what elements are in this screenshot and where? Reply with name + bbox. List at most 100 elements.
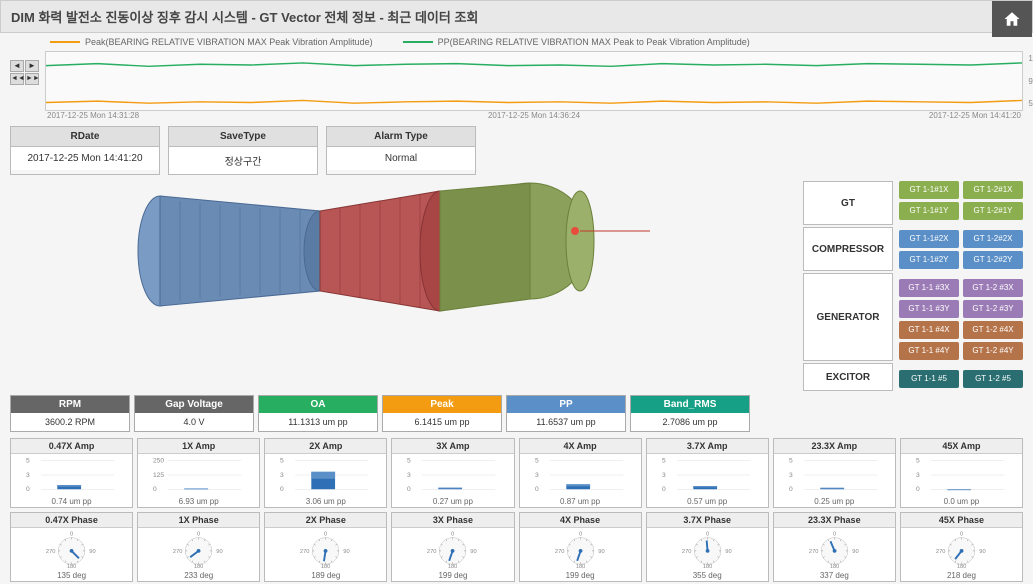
phase-chart-body: 090180270 — [138, 528, 259, 570]
amp-chart-body: 530 — [647, 454, 768, 496]
right-panel: GT COMPRESSOR GENERATOR EXCITOR GT 1-1#1… — [803, 181, 1023, 391]
sensor-button[interactable]: GT 1-1#2X — [899, 230, 959, 248]
svg-text:90: 90 — [979, 549, 985, 555]
svg-text:3: 3 — [407, 472, 411, 479]
svg-text:180: 180 — [321, 564, 331, 568]
metric-header: RPM — [11, 396, 129, 413]
svg-text:0: 0 — [407, 486, 411, 493]
phase-chart-header: 2X Phase — [265, 513, 386, 528]
phase-chart-value: 199 deg — [392, 570, 513, 581]
sensor-button[interactable]: GT 1-1#1X — [899, 181, 959, 199]
svg-text:90: 90 — [471, 549, 477, 555]
amp-chart-header: 23.3X Amp — [774, 439, 895, 454]
nav-buttons: ◄ ► ◄◄ ►► — [10, 60, 39, 85]
phase-chart-value: 218 deg — [901, 570, 1022, 581]
sensor-button[interactable]: GT 1-2#1X — [963, 181, 1023, 199]
amp-charts-row: 0.47X Amp5300.74 um pp1X Amp25012506.93 … — [0, 436, 1033, 510]
amp-chart-body: 530 — [901, 454, 1022, 496]
amp-chart-header: 0.47X Amp — [11, 439, 132, 454]
sensor-button[interactable]: GT 1-2#2Y — [963, 251, 1023, 269]
sensor-button[interactable]: GT 1-1 #4X — [899, 321, 959, 339]
svg-text:5: 5 — [662, 458, 666, 465]
svg-text:0: 0 — [451, 532, 454, 538]
sensor-row: GT 1-1 #3XGT 1-2 #3X — [899, 279, 1023, 297]
category-gt[interactable]: GT — [803, 181, 893, 225]
phase-chart-value: 189 deg — [265, 570, 386, 581]
sensor-row: GT 1-1#1YGT 1-2#1Y — [899, 202, 1023, 220]
sensor-row: GT 1-1 #4XGT 1-2 #4X — [899, 321, 1023, 339]
sensor-button[interactable]: GT 1-1#2Y — [899, 251, 959, 269]
sensor-button[interactable]: GT 1-1 #3Y — [899, 300, 959, 318]
phase-chart: 3.7X Phase090180270355 deg — [646, 512, 769, 582]
sensor-button[interactable]: GT 1-1 #3X — [899, 279, 959, 297]
svg-text:0: 0 — [833, 532, 836, 538]
metric-value: 4.0 V — [135, 413, 253, 431]
svg-text:180: 180 — [448, 564, 458, 568]
header: DIM 화력 발전소 진동이상 징후 감시 시스템 - GT Vector 전체… — [0, 0, 1033, 33]
phase-chart: 3X Phase090180270199 deg — [391, 512, 514, 582]
amp-chart-header: 1X Amp — [138, 439, 259, 454]
metric-box: OA11.1313 um pp — [258, 395, 378, 432]
legend-peak-label: Peak(BEARING RELATIVE VIBRATION MAX Peak… — [85, 37, 373, 47]
svg-text:3: 3 — [534, 472, 538, 479]
home-icon — [1003, 10, 1021, 28]
sensor-button[interactable]: GT 1-2 #3X — [963, 279, 1023, 297]
amp-chart-value: 3.06 um pp — [265, 496, 386, 507]
legend-pp: PP(BEARING RELATIVE VIBRATION MAX Peak t… — [403, 37, 750, 47]
amp-chart-body: 2501250 — [138, 454, 259, 496]
phase-charts-row: 0.47X Phase090180270135 deg1X Phase09018… — [0, 510, 1033, 584]
phase-chart: 23.3X Phase090180270337 deg — [773, 512, 896, 582]
sensor-button[interactable]: GT 1-1#1Y — [899, 202, 959, 220]
svg-text:5: 5 — [789, 458, 793, 465]
nav-last-button[interactable]: ►► — [25, 73, 39, 85]
amp-chart-body: 530 — [11, 454, 132, 496]
phase-chart-header: 3X Phase — [392, 513, 513, 528]
nav-first-button[interactable]: ◄◄ — [10, 73, 24, 85]
category-excitor[interactable]: EXCITOR — [803, 363, 893, 391]
svg-text:180: 180 — [194, 564, 204, 568]
nav-prev-button[interactable]: ◄ — [10, 60, 24, 72]
category-generator[interactable]: GENERATOR — [803, 273, 893, 361]
turbine-svg — [70, 141, 650, 321]
svg-text:270: 270 — [554, 549, 564, 555]
svg-text:90: 90 — [89, 549, 95, 555]
amp-chart: 2X Amp5303.06 um pp — [264, 438, 387, 508]
svg-text:90: 90 — [852, 549, 858, 555]
svg-text:0: 0 — [70, 532, 73, 538]
legend: Peak(BEARING RELATIVE VIBRATION MAX Peak… — [0, 33, 1033, 51]
svg-text:270: 270 — [173, 549, 183, 555]
metrics-row: RPM3600.2 RPMGap Voltage4.0 VOA11.1313 u… — [0, 391, 760, 436]
sensor-button[interactable]: GT 1-2 #3Y — [963, 300, 1023, 318]
sensor-row: GT 1-1#2XGT 1-2#2X — [899, 230, 1023, 248]
svg-text:270: 270 — [300, 549, 310, 555]
metric-header: Gap Voltage — [135, 396, 253, 413]
amp-chart-header: 3X Amp — [392, 439, 513, 454]
category-compressor[interactable]: COMPRESSOR — [803, 227, 893, 271]
sensor-button[interactable]: GT 1-2 #5 — [963, 370, 1023, 388]
sensor-button[interactable]: GT 1-2 #4Y — [963, 342, 1023, 360]
svg-text:90: 90 — [725, 549, 731, 555]
sensor-button[interactable]: GT 1-1 #4Y — [899, 342, 959, 360]
sensor-button[interactable]: GT 1-1 #5 — [899, 370, 959, 388]
amp-chart: 23.3X Amp5300.25 um pp — [773, 438, 896, 508]
sensor-row: GT 1-1 #5GT 1-2 #5 — [899, 370, 1023, 388]
sensor-button[interactable]: GT 1-2 #4X — [963, 321, 1023, 339]
amp-chart-value: 0.0 um pp — [901, 496, 1022, 507]
svg-text:250: 250 — [153, 458, 164, 465]
home-button[interactable] — [992, 1, 1032, 37]
nav-next-button[interactable]: ► — [25, 60, 39, 72]
sensor-row: GT 1-1 #3YGT 1-2 #3Y — [899, 300, 1023, 318]
metric-header: Band_RMS — [631, 396, 749, 413]
svg-text:5: 5 — [280, 458, 284, 465]
svg-text:3: 3 — [916, 472, 920, 479]
sensor-row: GT 1-1#1XGT 1-2#1X — [899, 181, 1023, 199]
amp-chart-value: 0.27 um pp — [392, 496, 513, 507]
phase-chart: 0.47X Phase090180270135 deg — [10, 512, 133, 582]
amp-chart: 3.7X Amp5300.57 um pp — [646, 438, 769, 508]
phase-chart-body: 090180270 — [265, 528, 386, 570]
phase-chart-value: 337 deg — [774, 570, 895, 581]
phase-chart-body: 090180270 — [647, 528, 768, 570]
legend-peak-swatch — [50, 41, 80, 43]
sensor-button[interactable]: GT 1-2#1Y — [963, 202, 1023, 220]
sensor-button[interactable]: GT 1-2#2X — [963, 230, 1023, 248]
